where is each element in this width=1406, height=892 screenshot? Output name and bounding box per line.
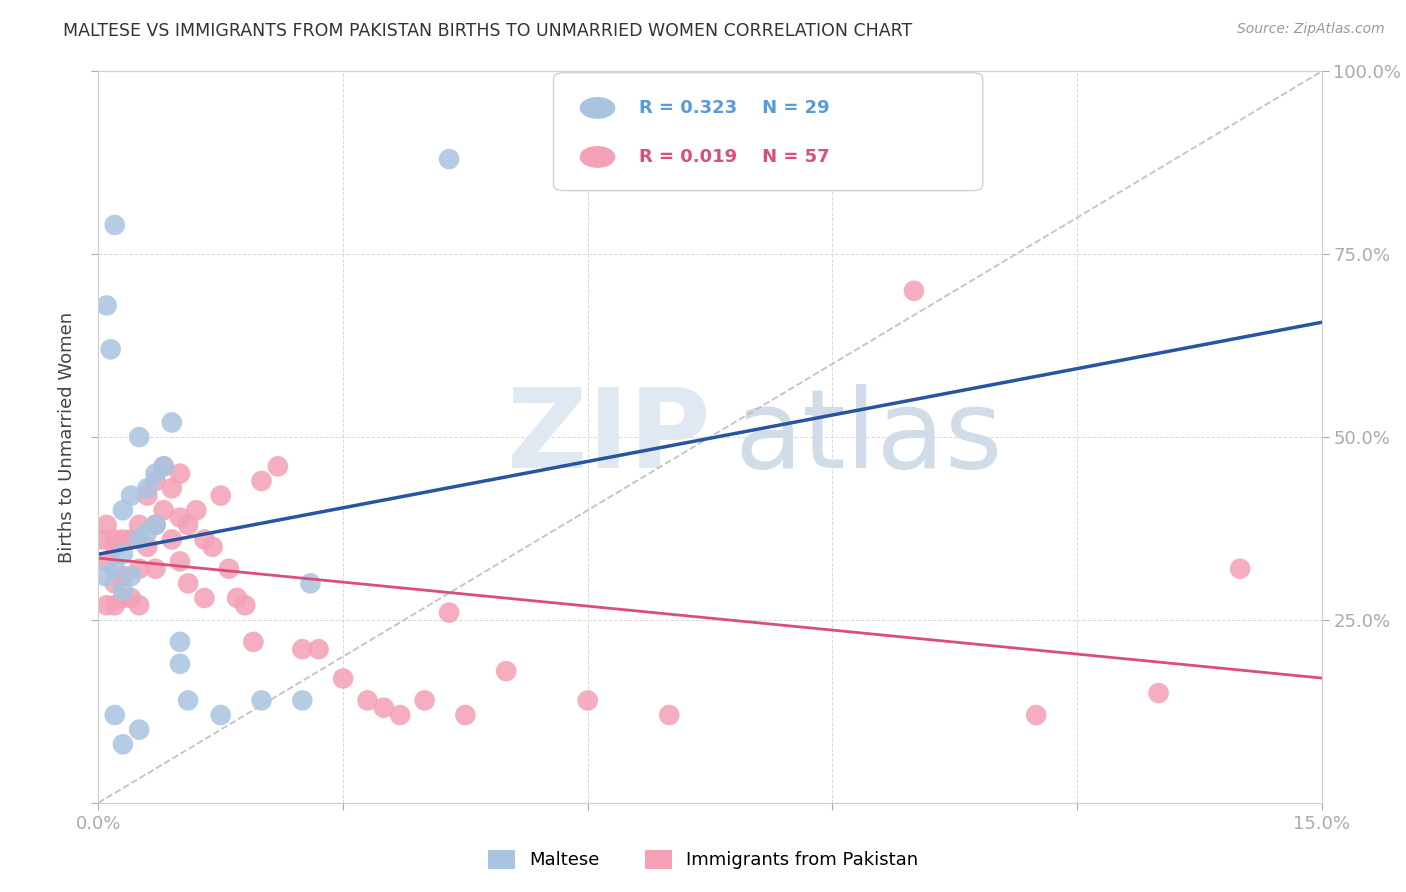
Point — [160, 416, 183, 430]
Circle shape — [581, 146, 614, 167]
Point — [145, 562, 167, 576]
Point — [136, 481, 159, 495]
Point — [291, 693, 314, 707]
Point — [145, 474, 167, 488]
Point — [96, 554, 118, 568]
Point — [128, 599, 150, 613]
Y-axis label: Births to Unmarried Women: Births to Unmarried Women — [58, 311, 76, 563]
Point — [152, 459, 174, 474]
Point — [136, 540, 159, 554]
Point — [242, 635, 264, 649]
Point — [169, 657, 191, 671]
Point — [308, 642, 330, 657]
Point — [94, 569, 117, 583]
Point — [389, 708, 412, 723]
Point — [152, 459, 174, 474]
Circle shape — [581, 98, 614, 118]
Point — [1025, 708, 1047, 723]
Point — [104, 533, 127, 547]
Point — [169, 467, 191, 481]
Point — [104, 562, 127, 576]
Point — [96, 599, 118, 613]
Point — [658, 708, 681, 723]
Point — [177, 517, 200, 532]
Point — [177, 693, 200, 707]
Text: R = 0.323    N = 29: R = 0.323 N = 29 — [640, 99, 830, 117]
Point — [193, 591, 215, 605]
Point — [120, 533, 142, 547]
Point — [96, 298, 118, 312]
Point — [576, 693, 599, 707]
Point — [169, 554, 191, 568]
Text: Source: ZipAtlas.com: Source: ZipAtlas.com — [1237, 22, 1385, 37]
Point — [128, 517, 150, 532]
Point — [111, 533, 134, 547]
Text: ZIP: ZIP — [506, 384, 710, 491]
Point — [96, 517, 118, 532]
Point — [104, 576, 127, 591]
Text: R = 0.019    N = 57: R = 0.019 N = 57 — [640, 148, 830, 166]
Point — [145, 517, 167, 532]
Point — [160, 481, 183, 495]
Point — [193, 533, 215, 547]
Point — [169, 510, 191, 524]
Point — [169, 635, 191, 649]
Point — [373, 700, 395, 714]
Point — [128, 533, 150, 547]
Point — [100, 343, 122, 357]
Point — [299, 576, 322, 591]
Point — [120, 569, 142, 583]
Point — [332, 672, 354, 686]
Point — [128, 562, 150, 576]
Point — [495, 664, 517, 678]
Point — [1229, 562, 1251, 576]
FancyBboxPatch shape — [554, 73, 983, 191]
Point — [209, 489, 232, 503]
Point — [111, 591, 134, 605]
Point — [413, 693, 436, 707]
Point — [128, 430, 150, 444]
Point — [91, 533, 114, 547]
Point — [145, 517, 167, 532]
Point — [111, 569, 134, 583]
Point — [250, 474, 273, 488]
Point — [152, 503, 174, 517]
Point — [104, 708, 127, 723]
Point — [903, 284, 925, 298]
Point — [201, 540, 224, 554]
Point — [136, 489, 159, 503]
Point — [111, 503, 134, 517]
Point — [111, 583, 134, 598]
Point — [250, 693, 273, 707]
Point — [145, 467, 167, 481]
Point — [111, 737, 134, 751]
Point — [233, 599, 256, 613]
Point — [136, 525, 159, 540]
Point — [1147, 686, 1170, 700]
Point — [218, 562, 240, 576]
Point — [104, 599, 127, 613]
Point — [160, 533, 183, 547]
Point — [120, 591, 142, 605]
Legend: Maltese, Immigrants from Pakistan: Maltese, Immigrants from Pakistan — [478, 841, 928, 879]
Point — [226, 591, 249, 605]
Point — [267, 459, 290, 474]
Point — [209, 708, 232, 723]
Point — [104, 218, 127, 232]
Point — [177, 576, 200, 591]
Point — [454, 708, 477, 723]
Text: atlas: atlas — [734, 384, 1002, 491]
Point — [111, 547, 134, 561]
Point — [104, 540, 127, 554]
Point — [128, 723, 150, 737]
Point — [120, 489, 142, 503]
Point — [291, 642, 314, 657]
Text: MALTESE VS IMMIGRANTS FROM PAKISTAN BIRTHS TO UNMARRIED WOMEN CORRELATION CHART: MALTESE VS IMMIGRANTS FROM PAKISTAN BIRT… — [63, 22, 912, 40]
Point — [356, 693, 378, 707]
Point — [186, 503, 208, 517]
Point — [437, 152, 460, 166]
Point — [437, 606, 460, 620]
